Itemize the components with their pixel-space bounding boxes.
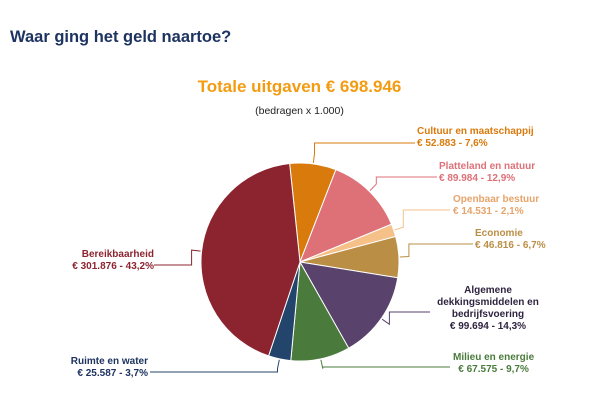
label-economie: Economie € 46.816 - 6,7%: [475, 228, 546, 252]
pie-slice-bereikbaarheid: [200, 162, 301, 357]
label-platteland-name: Platteland en natuur: [439, 161, 536, 172]
label-bereikbaarheid-name: Bereikbaarheid: [81, 249, 154, 260]
label-algemene: Algemene dekkingsmiddelen en bedrijfsvoe…: [432, 285, 544, 333]
page-title: Waar ging het geld naartoe?: [10, 28, 232, 46]
label-ruimte: Ruimte en water € 25.587 - 3,7%: [40, 356, 148, 380]
label-economie-value: € 46.816 - 6,7%: [475, 240, 546, 251]
label-platteland: Platteland en natuur € 89.984 - 12,9%: [439, 161, 535, 185]
leader-line-algemene: [381, 311, 430, 326]
label-economie-name: Economie: [475, 228, 523, 239]
label-ruimte-name: Ruimte en water: [70, 356, 148, 367]
leader-line-bereikbaarheid: [154, 249, 201, 266]
label-platteland-value: € 89.984 - 12,9%: [439, 173, 516, 184]
label-openbaar-value: € 14.531 - 2,1%: [453, 206, 524, 217]
label-algemene-value: € 99.694 - 14,3%: [449, 321, 527, 332]
leader-line-economie: [399, 243, 473, 258]
label-openbaar: Openbaar bestuur € 14.531 - 2,1%: [453, 194, 539, 218]
label-cultuur: Cultuur en maatschappij € 52.883 - 7,6%: [417, 126, 534, 150]
leader-line-platteland: [369, 176, 437, 191]
label-milieu-value: € 67.575 - 9,7%: [458, 364, 529, 375]
label-bereikbaarheid-value: € 301.876 - 43,2%: [72, 261, 154, 272]
label-cultuur-name: Cultuur en maatschappij: [417, 126, 534, 137]
chart-title: Totale uitgaven € 698.946: [197, 77, 402, 96]
pie-slice-algemene: [299, 261, 399, 349]
label-milieu: Milieu en energie € 67.575 - 9,7%: [453, 352, 534, 376]
label-openbaar-name: Openbaar bestuur: [453, 194, 540, 205]
label-bereikbaarheid: Bereikbaarheid € 301.876 - 43,2%: [30, 249, 154, 273]
label-ruimte-value: € 25.587 - 3,7%: [77, 368, 148, 379]
leader-line-ruimte: [150, 359, 280, 373]
chart-subtitle: (bedragen x 1.000): [255, 105, 344, 117]
label-cultuur-value: € 52.883 - 7,6%: [417, 138, 488, 149]
leader-line-openbaar: [394, 209, 450, 231]
leader-line-cultuur: [312, 142, 415, 163]
label-milieu-name: Milieu en energie: [453, 352, 535, 363]
label-algemene-name: Algemene dekkingsmiddelen en bedrijfsvoe…: [437, 285, 539, 320]
leader-line-milieu: [320, 359, 450, 369]
pie-slice-platteland: [299, 169, 393, 263]
